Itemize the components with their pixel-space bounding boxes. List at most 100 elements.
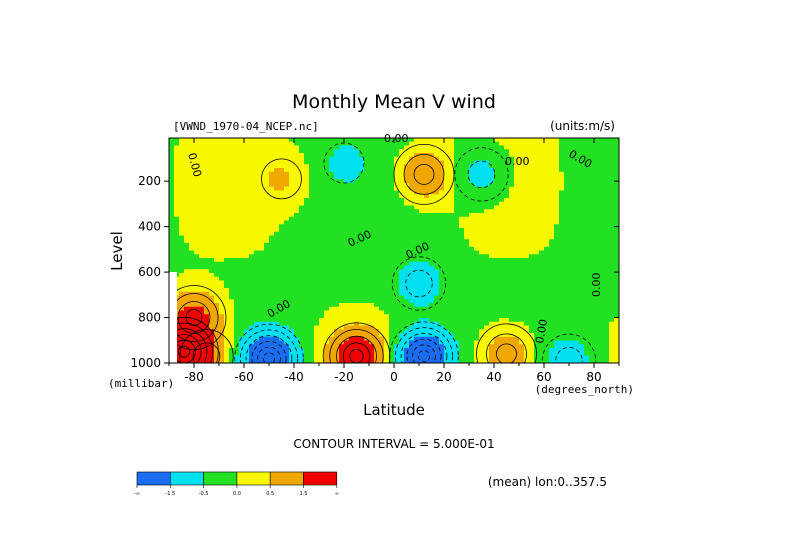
field-cell <box>184 258 190 263</box>
field-cell <box>334 171 340 177</box>
field-cell <box>494 228 500 233</box>
field-cell <box>429 359 435 363</box>
field-cell <box>394 246 400 252</box>
field-cell <box>214 209 220 214</box>
field-cell <box>509 198 515 203</box>
field-cell <box>414 265 420 270</box>
field-cell <box>284 269 290 274</box>
field-cell <box>514 175 520 180</box>
field-cell <box>419 138 425 143</box>
field-cell <box>264 213 270 218</box>
field-cell <box>549 220 555 225</box>
field-cell <box>279 153 285 158</box>
field-cell <box>344 246 350 252</box>
field-cell <box>184 276 190 282</box>
field-cell <box>569 355 575 360</box>
field-cell <box>369 299 375 304</box>
field-cell <box>404 284 410 289</box>
field-cell <box>209 318 215 323</box>
field-cell <box>474 280 480 285</box>
field-cell <box>539 149 545 154</box>
field-cell <box>399 160 405 165</box>
field-cell <box>419 265 425 270</box>
field-cell <box>499 314 505 319</box>
field-cell <box>404 220 410 225</box>
field-cell <box>199 344 205 349</box>
field-cell <box>269 355 275 360</box>
field-cell <box>279 258 285 263</box>
field-cell <box>219 175 225 180</box>
field-cell <box>569 171 575 177</box>
field-cell <box>474 336 480 342</box>
field-cell <box>299 205 305 210</box>
field-cell <box>564 149 570 154</box>
field-cell <box>499 220 505 225</box>
field-cell <box>509 239 515 244</box>
field-cell <box>199 265 205 270</box>
field-cell <box>379 209 385 214</box>
field-cell <box>404 340 410 345</box>
field-cell <box>534 190 540 195</box>
field-cell <box>564 209 570 214</box>
field-cell <box>469 145 475 150</box>
field-cell <box>439 258 445 263</box>
field-cell <box>244 231 250 237</box>
field-cell <box>474 171 480 177</box>
field-cell <box>459 156 465 162</box>
field-cell <box>424 224 430 229</box>
field-cell <box>479 141 485 147</box>
field-cell <box>554 153 560 158</box>
field-cell <box>514 306 520 312</box>
field-cell <box>344 261 350 267</box>
field-cell <box>294 303 300 308</box>
field-cell <box>234 141 240 147</box>
field-cell <box>399 284 405 289</box>
field-cell <box>329 183 335 188</box>
field-cell <box>294 265 300 270</box>
field-cell <box>559 348 565 353</box>
field-cell <box>269 168 275 173</box>
field-cell <box>559 239 565 244</box>
field-cell <box>204 156 210 162</box>
field-cell <box>189 145 195 150</box>
field-cell <box>354 310 360 315</box>
field-cell <box>179 156 185 162</box>
field-cell <box>494 250 500 255</box>
field-cell <box>574 310 580 315</box>
field-cell <box>219 153 225 158</box>
field-cell <box>199 141 205 147</box>
field-cell <box>469 194 475 199</box>
field-cell <box>514 355 520 360</box>
field-cell <box>474 340 480 345</box>
field-cell <box>224 299 230 304</box>
field-cell <box>349 186 355 192</box>
field-cell <box>199 198 205 203</box>
field-cell <box>359 321 365 327</box>
field-cell <box>479 254 485 259</box>
field-cell <box>189 288 195 293</box>
field-cell <box>449 288 455 293</box>
field-cell <box>444 228 450 233</box>
field-cell <box>499 359 505 363</box>
field-cell <box>194 171 200 177</box>
field-cell <box>254 164 260 169</box>
field-cell <box>274 359 280 363</box>
field-cell <box>364 168 370 173</box>
field-cell <box>364 145 370 150</box>
field-cell <box>559 194 565 199</box>
field-cell <box>519 175 525 180</box>
field-cell <box>349 228 355 233</box>
field-cell <box>319 295 325 300</box>
field-cell <box>379 213 385 218</box>
field-cell <box>329 138 335 143</box>
field-cell <box>414 359 420 363</box>
field-cell <box>524 228 530 233</box>
field-cell <box>394 314 400 319</box>
field-cell <box>349 306 355 312</box>
field-cell <box>509 250 515 255</box>
field-cell <box>184 145 190 150</box>
field-cell <box>179 258 185 263</box>
field-cell <box>379 179 385 184</box>
field-cell <box>189 355 195 360</box>
field-cell <box>264 269 270 274</box>
